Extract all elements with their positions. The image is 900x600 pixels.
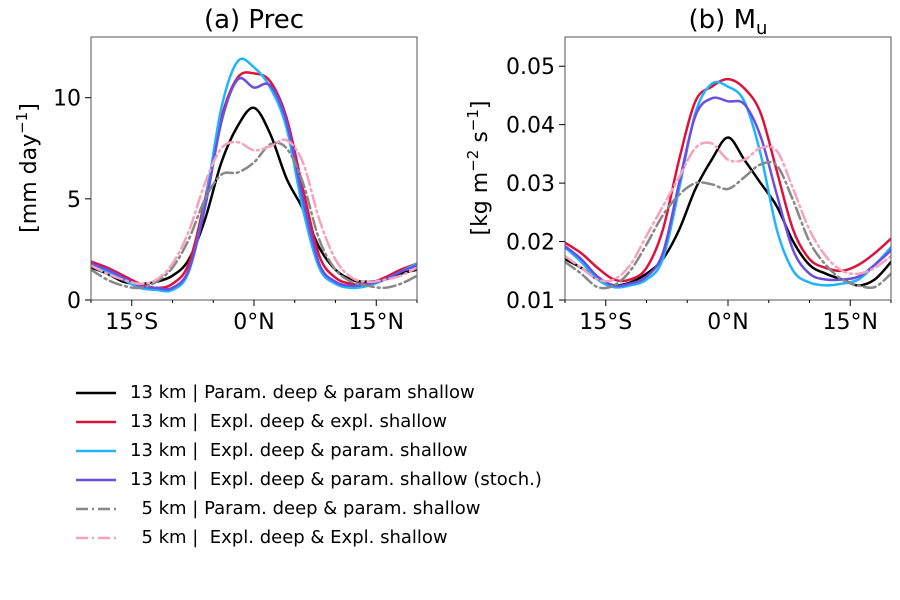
series-line-prec-5 [91,141,417,290]
y-tick-label-prec-2: 5 [67,188,81,213]
series-group-mu [565,77,891,290]
y-tick-label-mu-5: 0.05 [506,55,555,80]
legend-label: 13 km | Expl. deep & expl. shallow [130,411,448,432]
chart-title-mu-sub: u [756,18,767,39]
series-line-prec-1 [91,106,417,286]
legend-label: 5 km | Expl. deep & Expl. shallow [130,527,448,548]
y-axis-label-mu-end: ] [468,100,493,109]
chart-title-mu: (b) Mu [689,5,768,39]
legend-entry: 13 km | Param. deep & param shallow [74,378,542,407]
chart-title-mu-base: (b) M [689,5,757,35]
series-line-prec-6 [91,138,417,286]
y-tick-label-mu-2: 0.02 [506,231,555,256]
legend-swatch [76,449,116,452]
series-line-prec-4 [91,76,417,291]
ticks-mu: 15°S 0°N 15°N 0.01 0.02 0.03 0.04 0.05 [506,55,892,335]
y-axis-label-prec-base: [mm day [17,134,42,233]
series-line-mu-6 [565,141,891,283]
ticks-prec: 15°S 0°N 15°N 0 5 10 [53,87,418,335]
legend-entry: 13 km | Expl. deep & param. shallow [74,436,542,465]
legend-swatch [76,478,116,481]
x-tick-label-mu-1: 15°S [579,310,632,335]
legend-entry: 5 km | Expl. deep & Expl. shallow [74,523,542,552]
y-axis-label-prec-sup: −1 [13,112,31,134]
panel-mu: (b) Mu [kg m−2 s−1] 15°S 0°N 15°N 0.01 0.02 0… [464,5,892,335]
legend-swatch [76,507,116,510]
series-line-mu-4 [565,96,891,288]
plot-frame-mu [564,36,892,301]
y-tick-label-prec-3: 10 [53,87,81,112]
y-axis-label-prec-end: ] [17,103,42,112]
y-tick-label-prec-1: 0 [67,289,81,314]
plot-frame-prec [90,36,418,301]
legend-entry: 5 km | Param. deep & param. shallow [74,494,542,523]
y-tick-label-mu-3: 0.03 [506,172,555,197]
y-axis-label-mu-sup2: −1 [464,109,482,131]
y-tick-label-mu-1: 0.01 [506,289,555,314]
x-tick-label-prec-1: 15°S [105,310,158,335]
series-line-mu-2 [565,77,891,283]
legend-entry: 13 km | Expl. deep & param. shallow (sto… [74,465,542,494]
legend: 13 km | Param. deep & param shallow 13 km… [74,378,542,552]
y-axis-label-mu-sup1: −2 [464,150,482,172]
series-line-prec-3 [91,57,417,293]
x-tick-label-prec-3: 15°N [349,310,404,335]
y-axis-label-mu-base: [kg m [468,172,493,236]
series-line-mu-5 [565,160,891,290]
legend-swatch [76,536,116,539]
panel-prec: (a) Prec [mm day−1] 15°S 0°N 15°N 0 5 10 [13,5,418,335]
legend-swatch [76,420,116,423]
series-line-mu-3 [565,80,891,289]
legend-label: 13 km | Expl. deep & param. shallow (sto… [130,469,542,490]
legend-entry: 13 km | Expl. deep & expl. shallow [74,407,542,436]
series-group-prec [91,57,417,293]
legend-label: 13 km | Expl. deep & param. shallow [130,440,468,461]
y-axis-label-prec: [mm day−1] [13,103,42,233]
legend-label: 5 km | Param. deep & param. shallow [130,498,481,519]
legend-label: 13 km | Param. deep & param shallow [130,382,475,403]
series-line-prec-2 [91,71,417,290]
y-axis-label-mu-mid: s [468,131,493,149]
y-axis-label-mu: [kg m−2 s−1] [464,100,493,235]
legend-swatch [76,391,116,394]
x-tick-label-prec-2: 0°N [233,310,274,335]
y-tick-label-mu-4: 0.04 [506,114,555,139]
chart-title-prec: (a) Prec [204,5,304,35]
x-tick-label-mu-3: 15°N [823,310,878,335]
x-tick-label-mu-2: 0°N [707,310,748,335]
